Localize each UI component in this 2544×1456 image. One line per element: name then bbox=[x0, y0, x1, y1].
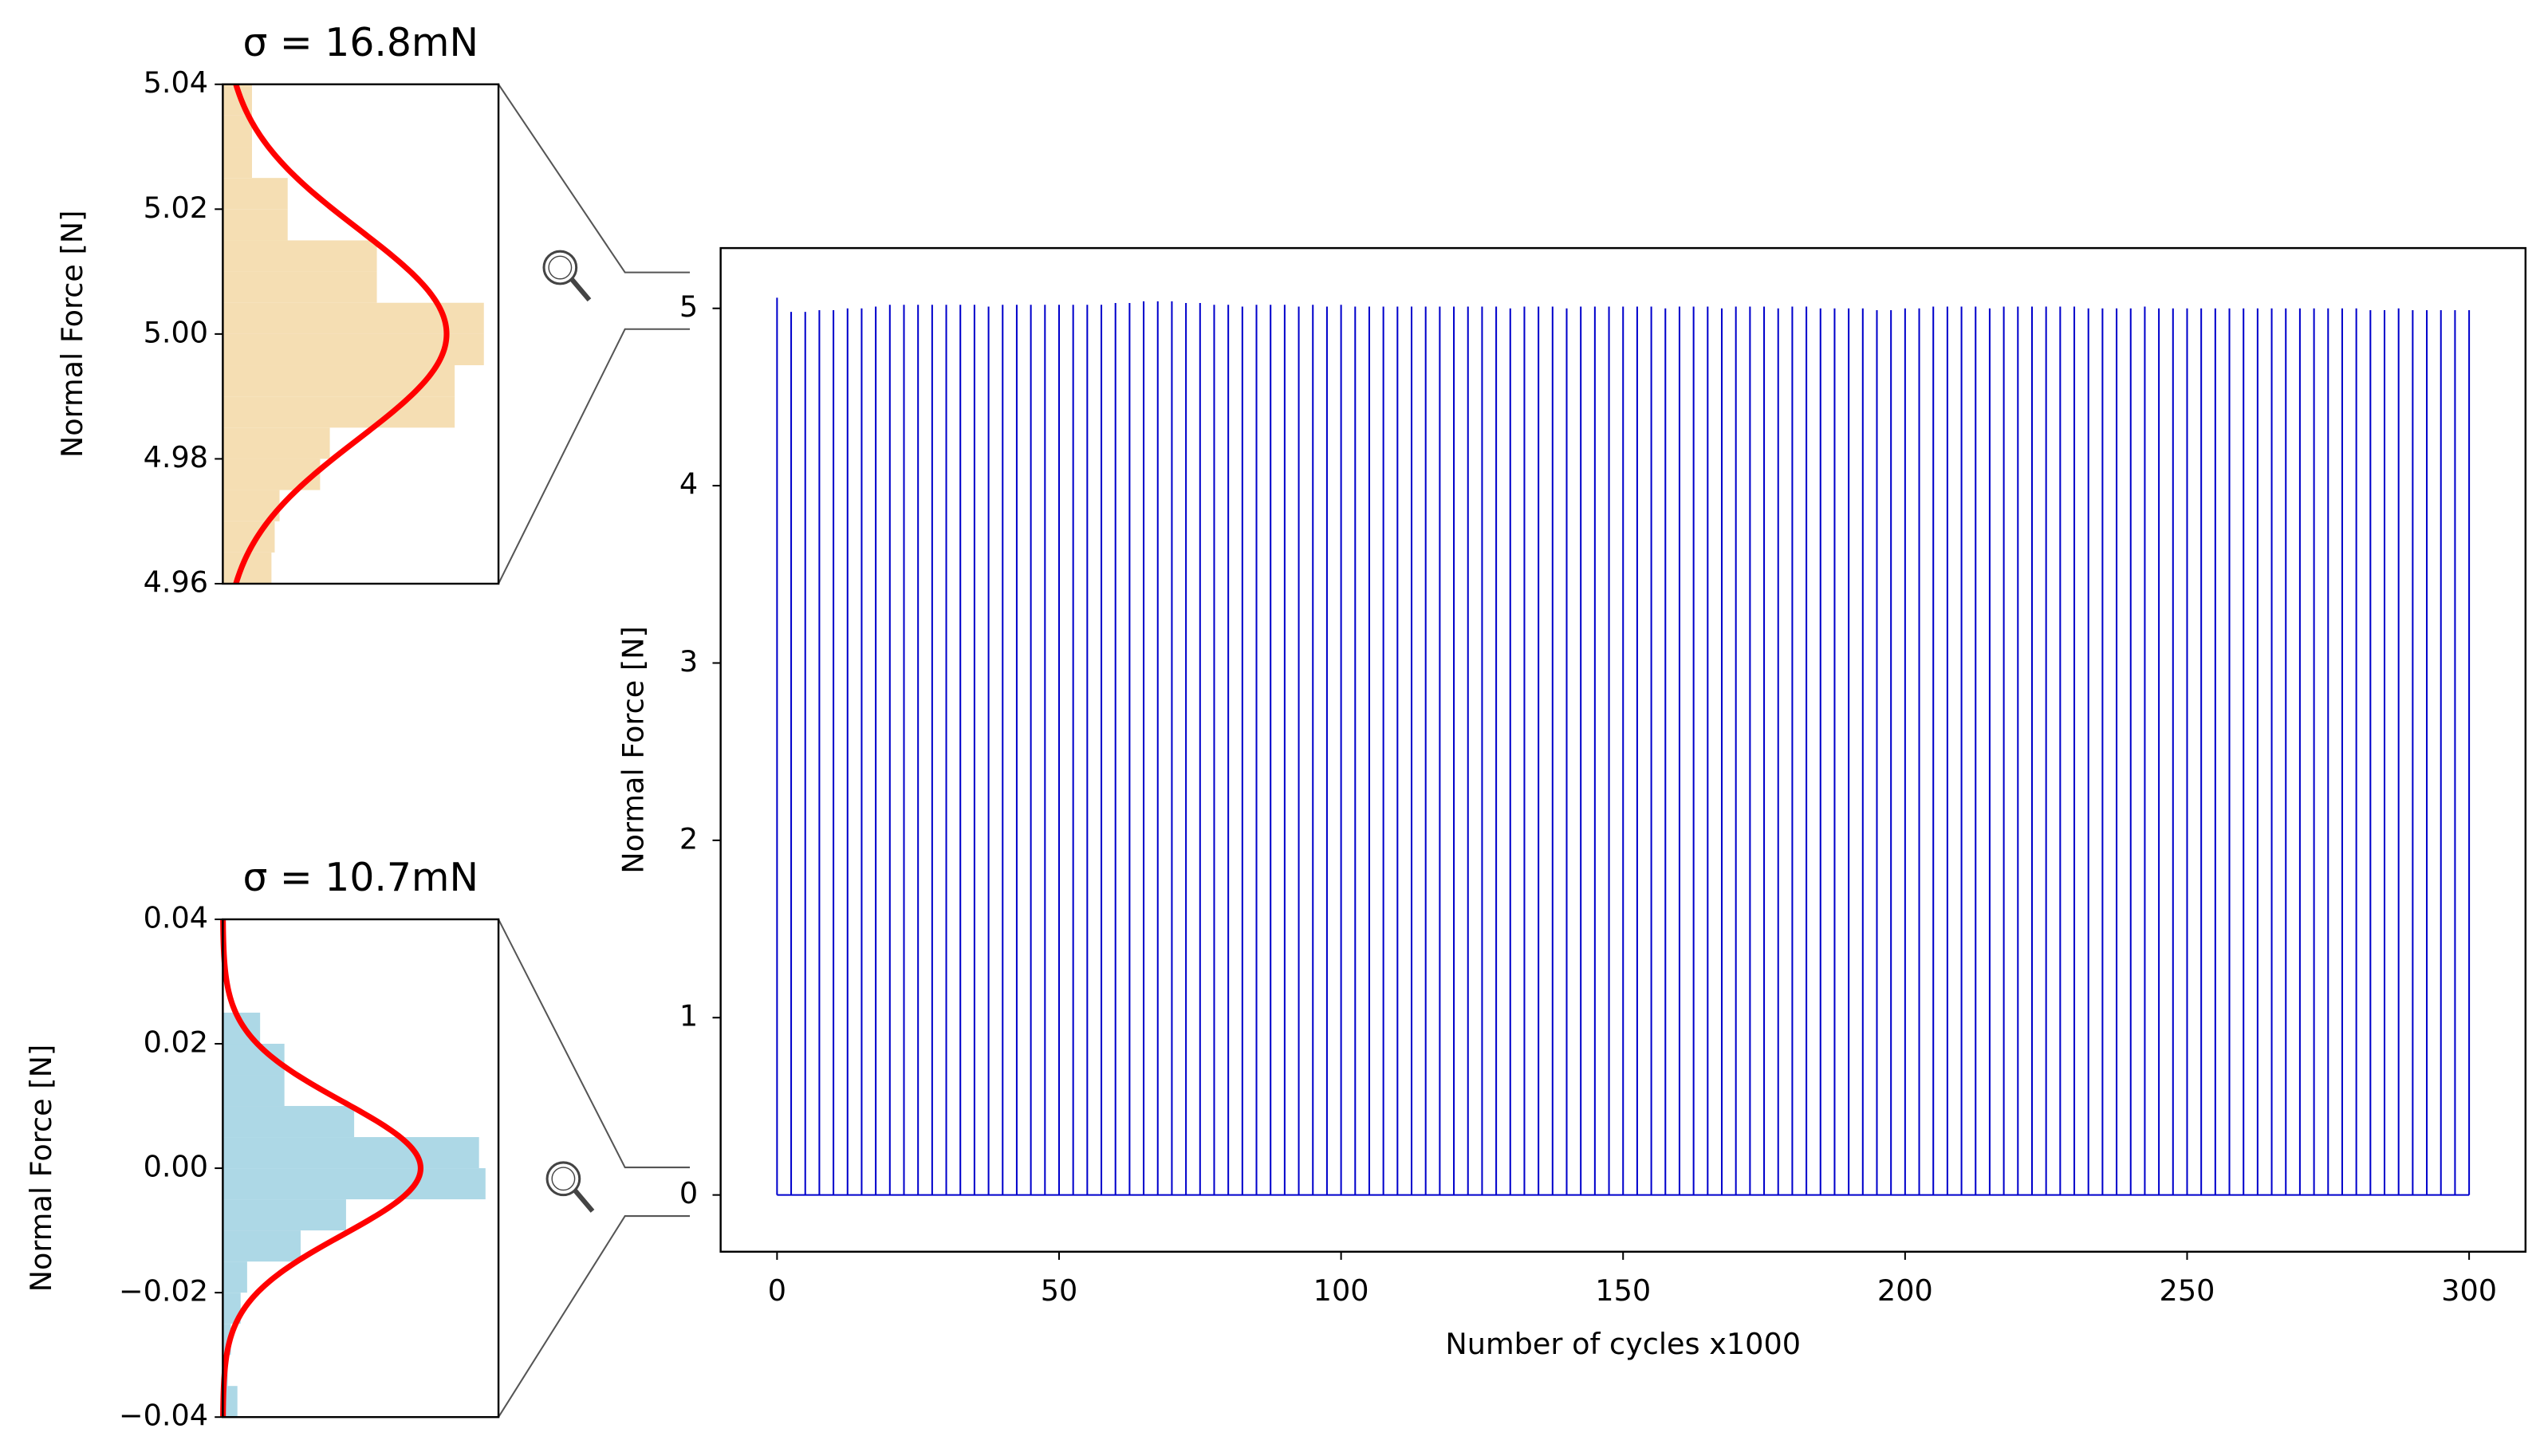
histogram-bar bbox=[223, 1230, 301, 1262]
y-tick-label: 4 bbox=[679, 467, 698, 502]
x-tick-label: 200 bbox=[1877, 1273, 1933, 1308]
y-tick-label: 3 bbox=[679, 644, 698, 679]
x-tick-label: 50 bbox=[1041, 1273, 1078, 1308]
x-tick-label: 300 bbox=[2441, 1273, 2497, 1308]
histogram-bar bbox=[223, 1137, 479, 1169]
y-tick-label: 2 bbox=[679, 821, 698, 856]
histogram-bar bbox=[223, 1075, 285, 1107]
histogram-bar bbox=[223, 209, 288, 241]
histogram-bar bbox=[223, 1199, 346, 1231]
histogram-bar bbox=[223, 1293, 241, 1324]
histogram-bar bbox=[223, 396, 455, 428]
y-tick-label: 5.04 bbox=[144, 65, 208, 100]
histogram-bar bbox=[223, 178, 288, 210]
zoom-connector bbox=[498, 84, 691, 1418]
x-tick-label: 250 bbox=[2160, 1273, 2215, 1308]
y-tick-label: −0.04 bbox=[119, 1399, 208, 1433]
magnifier-icon bbox=[542, 250, 592, 302]
x-tick-label: 100 bbox=[1313, 1273, 1369, 1308]
y-tick-label: 0.04 bbox=[144, 900, 208, 935]
y-tick-label: 5.00 bbox=[144, 315, 208, 349]
histogram-bar bbox=[223, 1324, 231, 1356]
x-tick-label: 150 bbox=[1595, 1273, 1651, 1308]
chart-title: σ = 16.8mN bbox=[242, 20, 478, 65]
histogram-bar bbox=[223, 1386, 238, 1418]
y-tick-label: 4.96 bbox=[144, 565, 208, 600]
y-tick-label: −0.02 bbox=[119, 1274, 208, 1308]
histogram-bar bbox=[223, 147, 252, 179]
histogram-bar bbox=[223, 271, 377, 303]
x-axis-label: Number of cycles x1000 bbox=[1445, 1327, 1801, 1361]
x-tick-label: 0 bbox=[768, 1273, 786, 1308]
y-axis-label: Normal Force [N] bbox=[24, 1045, 58, 1293]
histogram-bar bbox=[223, 1261, 247, 1293]
histogram-bar bbox=[223, 365, 455, 397]
y-tick-label: 4.98 bbox=[144, 440, 208, 474]
gaussian-fit bbox=[220, 919, 424, 1418]
magnifier-icon bbox=[545, 1161, 595, 1213]
y-tick-label: 0.00 bbox=[144, 1150, 208, 1184]
y-axis-label: Normal Force [N] bbox=[55, 211, 89, 458]
histogram-bar bbox=[223, 1106, 355, 1138]
y-tick-label: 1 bbox=[679, 999, 698, 1033]
gaussian-fit bbox=[233, 83, 450, 585]
histogram-bar bbox=[223, 1168, 486, 1200]
chart-title: σ = 10.7mN bbox=[242, 855, 478, 900]
histogram-bar bbox=[223, 115, 252, 148]
histogram-bar bbox=[223, 427, 330, 459]
y-tick-label: 0.02 bbox=[144, 1025, 208, 1060]
y-tick-label: 5.02 bbox=[144, 191, 208, 225]
y-axis-label: Normal Force [N] bbox=[616, 626, 650, 874]
histogram-bar bbox=[223, 240, 377, 272]
y-tick-label: 5 bbox=[679, 289, 698, 324]
y-tick-label: 0 bbox=[679, 1176, 698, 1210]
